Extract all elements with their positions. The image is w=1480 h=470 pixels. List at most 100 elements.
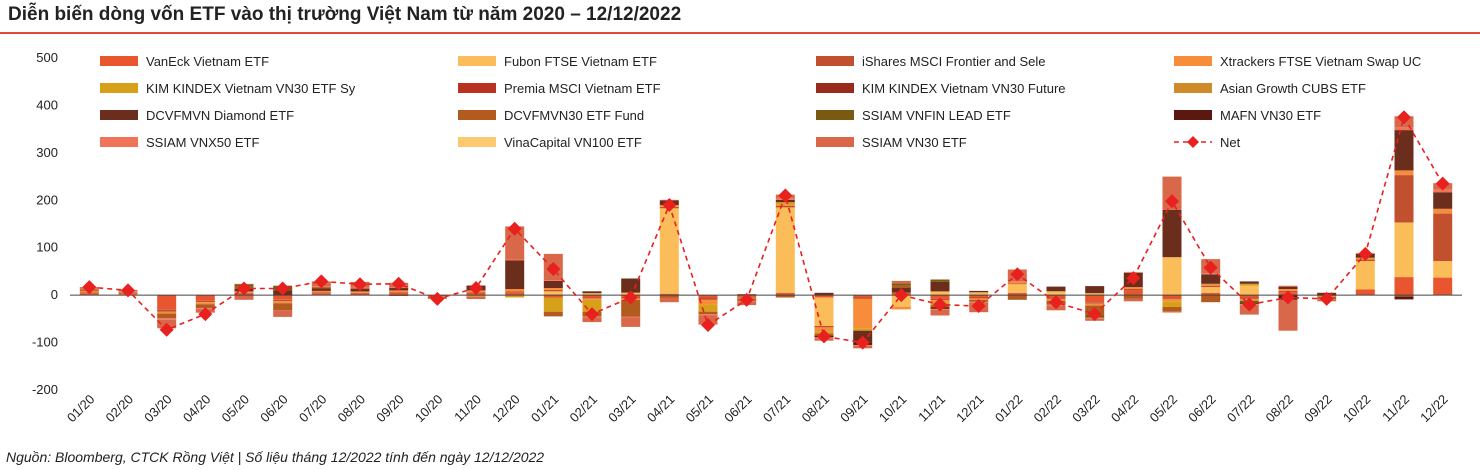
bar-segment-fubon-ftse-vietnam-etf xyxy=(814,297,834,326)
bar-segment-vaneck-vietnam-etf xyxy=(930,295,950,299)
bar-segment-dcvfmvn30-etf-fund xyxy=(1201,295,1221,303)
x-tick-label: 02/21 xyxy=(567,392,601,426)
bar-segment-vaneck-vietnam-etf xyxy=(1433,277,1453,296)
bar-segment-ishares-msci-frontier-and-sele xyxy=(582,297,602,299)
bar-segment-kim-kindex-vietnam-vn30-etf-sy xyxy=(466,295,486,297)
y-tick-label: 100 xyxy=(36,240,58,255)
x-tick-label: 01/21 xyxy=(528,392,562,426)
bar-segment-ssiam-vn30-etf xyxy=(1278,299,1298,331)
legend-label: Premia MSCI Vietnam ETF xyxy=(504,81,661,96)
y-tick-label: 500 xyxy=(36,50,58,65)
bar-segment-ssiam-vnfin-lead-etf xyxy=(891,283,911,286)
bar-segment-ssiam-vnx50-etf xyxy=(543,280,563,281)
bar-segment-fubon-ftse-vietnam-etf xyxy=(930,291,950,296)
bar-segment-fubon-ftse-vietnam-etf xyxy=(1394,222,1414,278)
x-tick-label: 02/22 xyxy=(1031,392,1065,426)
bar-segment-dcvfmvn-diamond-etf xyxy=(1046,286,1066,292)
bar-segment-dcvfmvn30-etf-fund xyxy=(273,303,293,311)
bar-segment-ssiam-vn30-etf xyxy=(1123,298,1143,302)
bar-segment-kim-kindex-vietnam-vn30-etf-sy xyxy=(1239,283,1259,286)
x-tick-label: 07/20 xyxy=(296,392,330,426)
bar-segment-ishares-msci-frontier-and-sele xyxy=(157,309,177,312)
bar-segment-ishares-msci-frontier-and-sele xyxy=(853,297,873,299)
bar-segment-vaneck-vietnam-etf xyxy=(1355,289,1375,296)
bar-segment-ishares-msci-frontier-and-sele xyxy=(814,326,834,328)
bar-segment-dcvfmvn-diamond-etf xyxy=(1278,286,1298,289)
legend-swatch-ssiam-vnx50-etf xyxy=(100,137,138,147)
bar-segment-xtrackers-ftse-vietnam-swap-uc xyxy=(1433,208,1453,214)
net-point xyxy=(546,262,561,277)
bar-segment-vaneck-vietnam-etf xyxy=(273,295,293,300)
x-tick-label: 02/20 xyxy=(103,392,137,426)
bar-segment-xtrackers-ftse-vietnam-swap-uc xyxy=(582,298,602,300)
bar-segment-fubon-ftse-vietnam-etf xyxy=(775,207,795,293)
y-tick-label: 200 xyxy=(36,192,58,207)
y-tick-label: -100 xyxy=(32,335,58,350)
bar-segment-xtrackers-ftse-vietnam-swap-uc xyxy=(1162,298,1182,302)
legend-swatch-kim-kindex-vietnam-vn30-future xyxy=(816,83,854,93)
bar-segment-kim-kindex-vietnam-vn30-etf-sy xyxy=(543,297,563,312)
bar-segment-fubon-ftse-vietnam-etf xyxy=(659,208,679,294)
net-point xyxy=(1435,176,1450,191)
y-tick-label: 300 xyxy=(36,145,58,160)
bar-segment-dcvfmvn30-etf-fund xyxy=(1123,295,1143,299)
net-point xyxy=(198,307,213,322)
bar-segment-dcvfmvn-diamond-etf xyxy=(543,280,563,288)
legend-label: Fubon FTSE Vietnam ETF xyxy=(504,54,657,69)
bar-segment-ssiam-vnx50-etf xyxy=(1278,285,1298,287)
bar-segment-vaneck-vietnam-etf xyxy=(1394,277,1414,296)
x-tick-label: 11/20 xyxy=(451,392,484,425)
bar-segment-xtrackers-ftse-vietnam-swap-uc xyxy=(853,298,873,329)
bar-segment-kim-kindex-vietnam-vn30-etf-sy xyxy=(853,328,873,331)
bar-segment-vaneck-vietnam-etf xyxy=(350,293,370,296)
x-tick-label: 05/22 xyxy=(1147,392,1181,426)
bar-segment-ssiam-vnfin-lead-etf xyxy=(930,279,950,282)
net-point xyxy=(817,329,831,344)
bar-segment-xtrackers-ftse-vietnam-swap-uc xyxy=(814,327,834,332)
x-tick-label: 09/22 xyxy=(1301,392,1335,426)
legend-label: Net xyxy=(1220,135,1241,150)
bar-segment-xtrackers-ftse-vietnam-swap-uc xyxy=(389,290,409,292)
bar-segment-fubon-ftse-vietnam-etf xyxy=(1433,261,1453,278)
bar-segment-vaneck-vietnam-etf xyxy=(195,295,215,301)
legend-label: KIM KINDEX Vietnam VN30 Future xyxy=(862,81,1066,96)
bar-segment-fubon-ftse-vietnam-etf xyxy=(1162,257,1182,296)
bar-segment-vaneck-vietnam-etf xyxy=(814,295,834,298)
bar-segment-dcvfmvn30-etf-fund xyxy=(659,295,679,298)
bar-segment-fubon-ftse-vietnam-etf xyxy=(1007,284,1027,293)
bar-segment-xtrackers-ftse-vietnam-swap-uc xyxy=(195,302,215,305)
bar-segment-dcvfmvn30-etf-fund xyxy=(1162,307,1182,312)
x-tick-label: 11/21 xyxy=(915,392,948,425)
bar-segment-ishares-msci-frontier-and-sele xyxy=(1085,302,1105,304)
legend-label: iShares MSCI Frontier and Sele xyxy=(862,54,1046,69)
net-point xyxy=(662,198,677,213)
net-point xyxy=(971,299,986,314)
bar-segment-ishares-msci-frontier-and-sele xyxy=(311,292,331,294)
x-tick-label: 01/20 xyxy=(64,392,98,426)
legend-swatch-vaneck-vietnam-etf xyxy=(100,56,138,66)
net-point xyxy=(1358,246,1373,261)
legend-label: VinaCapital VN100 ETF xyxy=(504,135,642,150)
bar-segment-ishares-msci-frontier-and-sele xyxy=(969,297,989,299)
legend-swatch-vinacapital-vn100-etf xyxy=(458,137,496,147)
chart-legend: VanEck Vietnam ETF Fubon FTSE Vietnam ETF… xyxy=(100,54,1421,150)
y-tick-label: 0 xyxy=(51,287,58,302)
bar-segment-ssiam-vnx50-etf xyxy=(1162,311,1182,313)
x-tick-label: 07/21 xyxy=(760,392,794,426)
bar-segment-xtrackers-ftse-vietnam-swap-uc xyxy=(698,299,718,305)
net-point xyxy=(430,291,445,306)
bar-segment-ssiam-vn30-etf xyxy=(273,310,293,317)
net-point xyxy=(314,274,329,289)
bar-segment-fubon-ftse-vietnam-etf xyxy=(1085,293,1105,296)
bar-segment-dcvfmvn-diamond-etf xyxy=(930,281,950,292)
legend-swatch-ishares-msci-frontier-and-sele xyxy=(816,56,854,66)
bar-segment-dcvfmvn30-etf-fund xyxy=(1007,295,1027,300)
bar-segment-ishares-msci-frontier-and-sele xyxy=(698,297,718,300)
bar-segment-vaneck-vietnam-etf xyxy=(582,295,602,298)
bar-segment-kim-kindex-vietnam-vn30-etf-sy xyxy=(1162,301,1182,307)
net-point xyxy=(623,290,638,305)
bar-segment-fubon-ftse-vietnam-etf xyxy=(1201,287,1221,293)
bar-segment-ssiam-vn30-etf xyxy=(234,295,254,300)
net-point xyxy=(1281,290,1295,305)
bar-segment-dcvfmvn-diamond-etf xyxy=(505,260,525,289)
